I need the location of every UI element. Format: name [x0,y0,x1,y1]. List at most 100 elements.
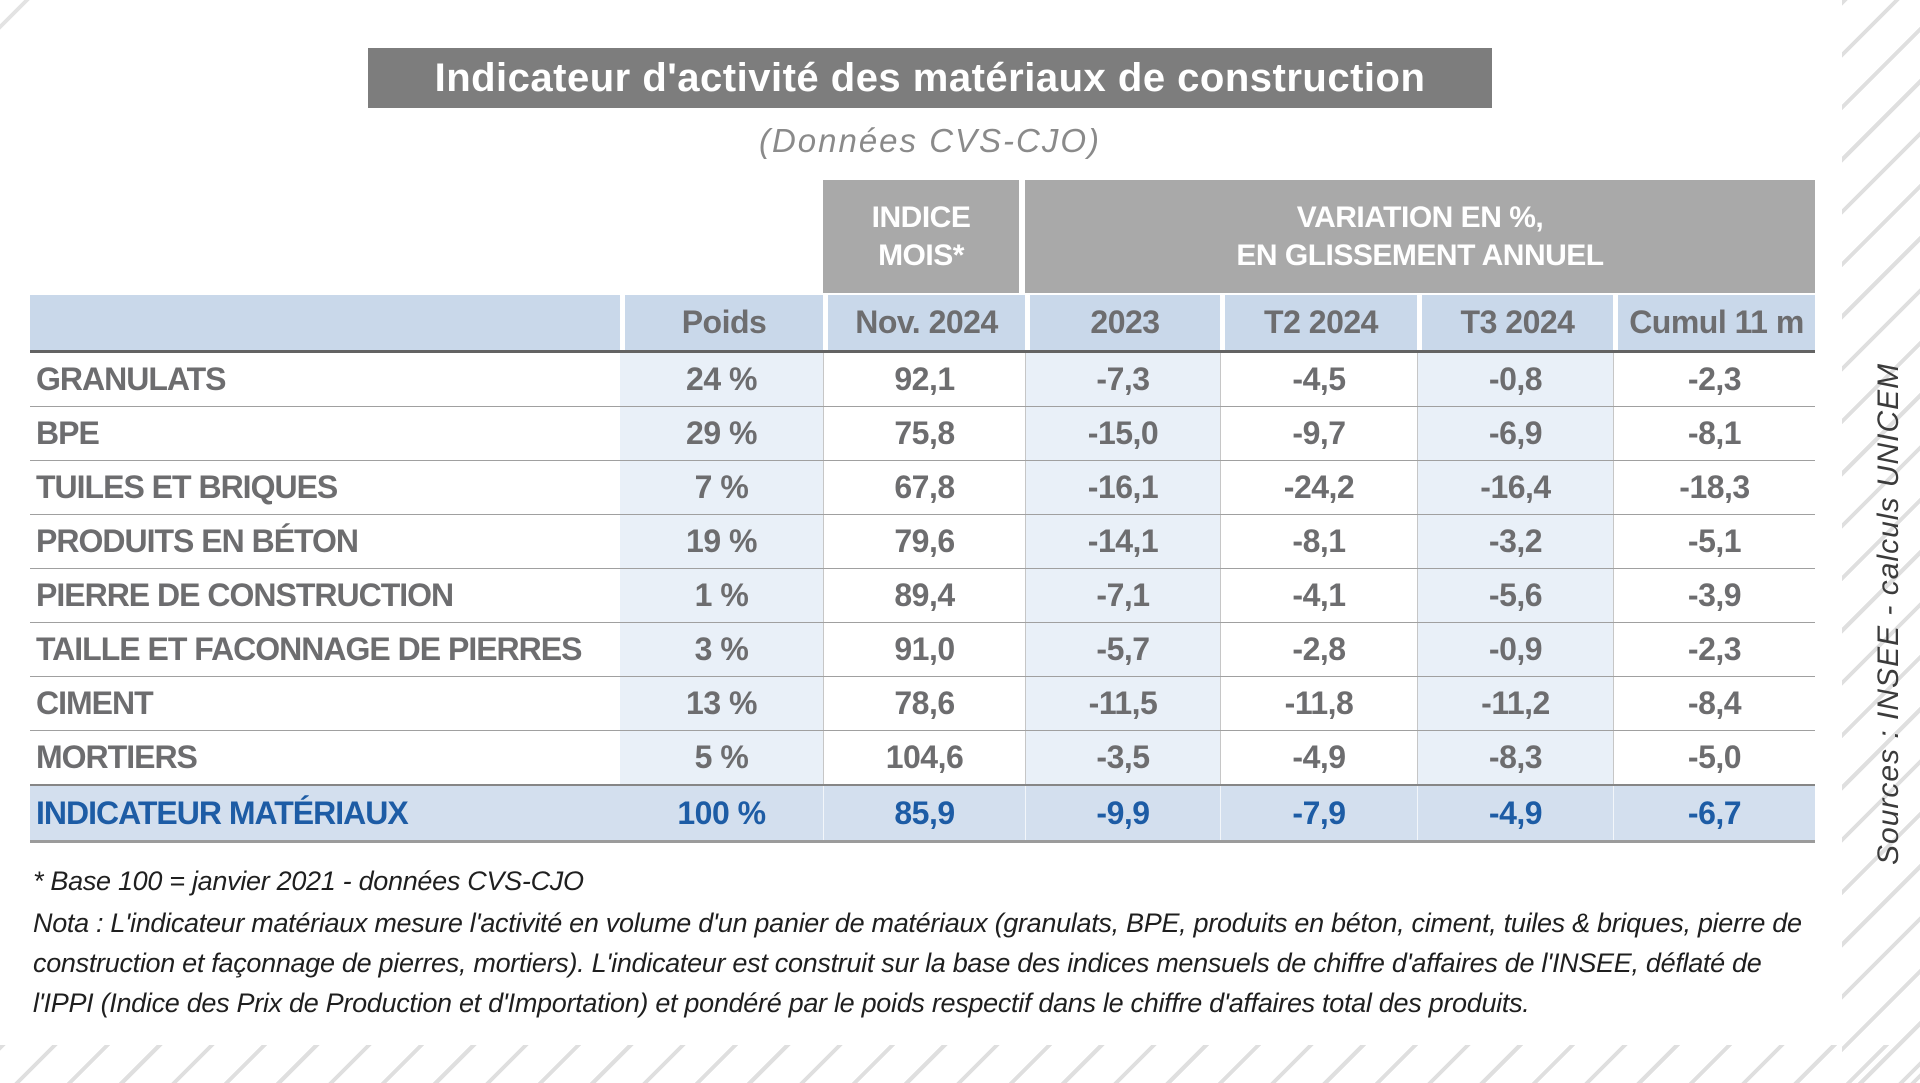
footnotes: * Base 100 = janvier 2021 - données CVS-… [33,866,1821,1023]
group-header-indice: INDICE MOIS* [823,180,1019,293]
cell-indice: 89,4 [823,569,1025,622]
hatch-pattern-right [1842,0,1920,1083]
cell-poids: 24 % [620,353,823,406]
cell-t3-2024: -3,2 [1417,515,1613,568]
cell-t3-2024: -0,8 [1417,353,1613,406]
cell-t3-2024: -0,9 [1417,623,1613,676]
cell-poids: 13 % [620,677,823,730]
footnote-base: * Base 100 = janvier 2021 - données CVS-… [33,866,584,896]
cell-poids: 19 % [620,515,823,568]
table-row-tuiles-et-briques: TUILES ET BRIQUES 7 % 67,8 -16,1 -24,2 -… [30,460,1815,514]
cell-2023: -15,0 [1025,407,1220,460]
cell-cumul-11m: -5,0 [1613,731,1815,784]
group-header-row: INDICE MOIS* VARIATION EN %, EN GLISSEME… [30,180,1815,293]
cell-t2-2024: -11,8 [1220,677,1417,730]
cell-t2-2024: -7,9 [1220,786,1417,840]
cell-cumul-11m: -5,1 [1613,515,1815,568]
row-label: TUILES ET BRIQUES [36,469,338,505]
column-header-t2-2024: T2 2024 [1220,295,1417,350]
group-header-variation-line1: VARIATION EN %, [1296,200,1544,234]
cell-2023: -11,5 [1025,677,1220,730]
row-label: PIERRE DE CONSTRUCTION [36,577,454,613]
hatch-pattern-bottom [0,1045,1920,1083]
cell-indice: 91,0 [823,623,1025,676]
cell-indice: 78,6 [823,677,1025,730]
cell-t3-2024: -8,3 [1417,731,1613,784]
source-vertical-text: Sources : INSEE - calculs UNICEM [1872,362,1905,865]
table-row-total-indicateur: INDICATEUR MATÉRIAUX 100 % 85,9 -9,9 -7,… [30,784,1815,843]
table-row-mortiers: MORTIERS 5 % 104,6 -3,5 -4,9 -8,3 -5,0 [30,730,1815,784]
cell-t3-2024: -4,9 [1417,786,1613,840]
group-header-indice-line2: MOIS* [878,238,964,272]
cell-t2-2024: -24,2 [1220,461,1417,514]
column-header-row: Poids Nov. 2024 2023 T2 2024 T3 2024 Cum… [30,295,1815,353]
cell-cumul-11m: -2,3 [1613,353,1815,406]
cell-t3-2024: -11,2 [1417,677,1613,730]
cell-poids: 29 % [620,407,823,460]
cell-poids: 3 % [620,623,823,676]
cell-2023: -9,9 [1025,786,1220,840]
cell-poids: 5 % [620,731,823,784]
cell-poids: 100 % [677,794,766,831]
table-row-taille-et-faconnage: TAILLE ET FACONNAGE DE PIERRES 3 % 91,0 … [30,622,1815,676]
cell-indice: 104,6 [823,731,1025,784]
cell-indice: 92,1 [823,353,1025,406]
table-row-bpe: BPE 29 % 75,8 -15,0 -9,7 -6,9 -8,1 [30,406,1815,460]
cell-t2-2024: -9,7 [1220,407,1417,460]
cell-2023: -3,5 [1025,731,1220,784]
cell-2023: -14,1 [1025,515,1220,568]
row-label: TAILLE ET FACONNAGE DE PIERRES [36,631,582,667]
cell-indice: 67,8 [823,461,1025,514]
row-label: BPE [36,415,100,451]
cell-t2-2024: -4,1 [1220,569,1417,622]
row-label: PRODUITS EN BÉTON [36,523,359,559]
column-header-t3-2024: T3 2024 [1417,295,1613,350]
row-label: GRANULATS [36,361,227,397]
cell-indice: 85,9 [823,786,1025,840]
footnote-nota: Nota : L'indicateur matériaux mesure l'a… [33,908,1802,1018]
table-row-granulats: GRANULATS 24 % 92,1 -7,3 -4,5 -0,8 -2,3 [30,353,1815,406]
cell-t3-2024: -6,9 [1417,407,1613,460]
cell-t2-2024: -4,5 [1220,353,1417,406]
title-banner: Indicateur d'activité des matériaux de c… [368,48,1492,108]
column-header-2023: 2023 [1025,295,1220,350]
cell-2023: -7,1 [1025,569,1220,622]
cell-2023: -16,1 [1025,461,1220,514]
column-header-nov-2024: Nov. 2024 [823,295,1025,350]
cell-t3-2024: -16,4 [1417,461,1613,514]
cell-t3-2024: -5,6 [1417,569,1613,622]
hatch-pattern-top-left [0,0,42,42]
table-row-produits-en-beton: PRODUITS EN BÉTON 19 % 79,6 -14,1 -8,1 -… [30,514,1815,568]
cell-indice: 79,6 [823,515,1025,568]
cell-cumul-11m: -3,9 [1613,569,1815,622]
cell-cumul-11m: -8,1 [1613,407,1815,460]
column-header-poids: Poids [620,295,823,350]
cell-indice: 75,8 [823,407,1025,460]
cell-2023: -7,3 [1025,353,1220,406]
row-label: MORTIERS [36,739,198,775]
cell-t2-2024: -2,8 [1220,623,1417,676]
row-label: INDICATEUR MATÉRIAUX [36,794,409,831]
row-label: CIMENT [36,685,154,721]
column-header-cumul-11m: Cumul 11 m [1613,295,1815,350]
group-header-spacer [30,180,823,293]
data-table: INDICE MOIS* VARIATION EN %, EN GLISSEME… [30,180,1815,843]
column-header-empty [30,295,620,350]
group-header-indice-line1: INDICE [871,200,971,234]
cell-t2-2024: -8,1 [1220,515,1417,568]
page-title: Indicateur d'activité des matériaux de c… [434,56,1426,100]
table-row-pierre-de-construction: PIERRE DE CONSTRUCTION 1 % 89,4 -7,1 -4,… [30,568,1815,622]
group-header-variation-line2: EN GLISSEMENT ANNUEL [1236,238,1604,272]
cell-poids: 7 % [620,461,823,514]
group-header-variation: VARIATION EN %, EN GLISSEMENT ANNUEL [1025,180,1815,293]
cell-cumul-11m: -6,7 [1613,786,1815,840]
cell-t2-2024: -4,9 [1220,731,1417,784]
cell-cumul-11m: -2,3 [1613,623,1815,676]
subtitle: (Données CVS-CJO) [758,122,1102,159]
table-row-ciment: CIMENT 13 % 78,6 -11,5 -11,8 -11,2 -8,4 [30,676,1815,730]
cell-2023: -5,7 [1025,623,1220,676]
cell-cumul-11m: -18,3 [1613,461,1815,514]
cell-poids: 1 % [620,569,823,622]
cell-cumul-11m: -8,4 [1613,677,1815,730]
